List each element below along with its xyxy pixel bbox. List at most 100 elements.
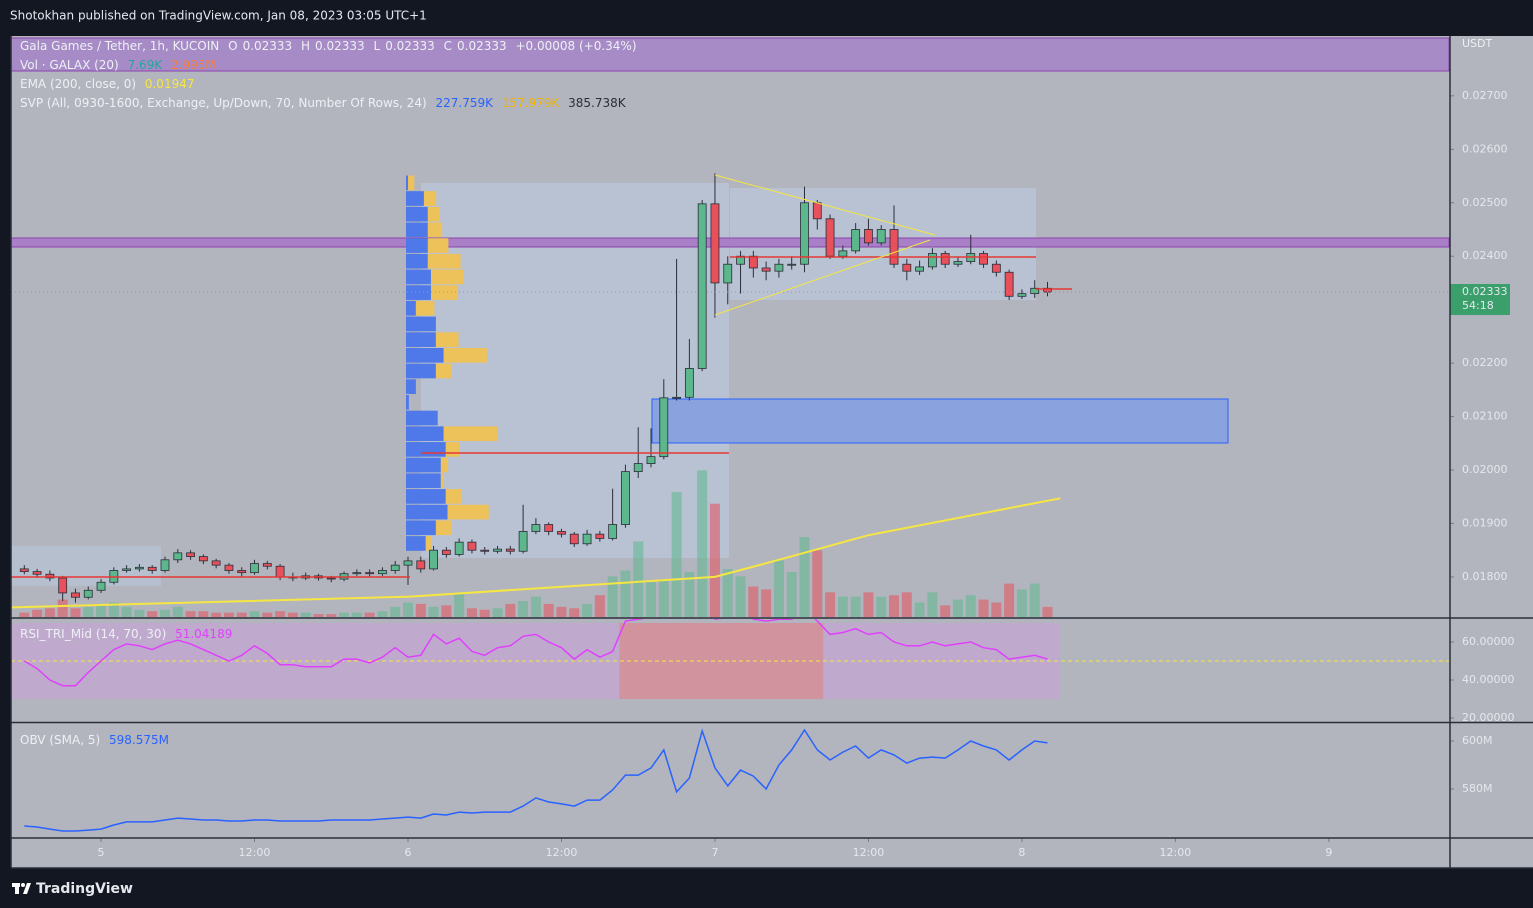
legend-obv: OBV (SMA, 5) 598.575M [20,733,174,747]
candle-body [672,396,681,399]
volume-bar [351,612,362,617]
candle-body [1030,287,1040,295]
readout-label: H [301,39,311,53]
volume-bar [390,606,401,617]
candle-body [697,203,707,369]
candle-body [761,267,771,272]
profile-down [427,253,461,269]
label: Vol · GALAX (20) [20,58,119,72]
readout-value: 0.02333 [242,39,293,53]
profile-down [430,285,458,300]
volume-bar [607,576,618,617]
volume-bar [709,503,720,617]
y-tick-label: 0.02100 [1462,410,1508,423]
profile-down [435,520,452,536]
volume-bar [825,592,836,617]
readout: 2.995M [171,58,216,72]
candle-body [876,229,886,244]
profile-down [430,269,464,285]
candle-body [493,548,502,552]
candle-body [326,577,336,580]
profile-up [406,457,441,473]
candle-body [365,572,375,575]
legend-symbol: Gala Games / Tether, 1h, KUCOIN O 0.02333… [20,39,642,53]
volume-bar [697,470,708,617]
volume-bar [466,608,477,617]
logo [12,883,31,894]
candle-body [825,218,835,257]
profile-down [427,238,449,253]
profile-up [406,285,431,300]
candle-body [135,566,144,570]
price-badge [1450,284,1510,316]
volume-bar [147,611,158,617]
candle-body [940,253,950,265]
readout-value: 0.02333 [457,39,507,53]
candle-body [403,560,413,566]
candle-body [45,573,55,579]
volume-bar [505,603,516,617]
legend-svp: SVP (All, 0930-1600, Exchange, Up/Down, … [20,96,631,110]
profile-down [447,504,489,520]
candle-body [646,456,656,464]
candle-body [557,531,566,535]
profile-up [406,504,448,520]
candle-body [748,255,758,269]
profile-down [415,300,435,316]
volume-bar [978,599,989,617]
volume-bar [927,592,938,617]
last-price-label: 0.02333 [1462,285,1508,298]
profile-up [406,473,441,489]
x-tick-label: 7 [711,846,718,859]
volume-bar [722,569,733,617]
brand: TradingView [36,881,133,897]
y-tick-label: 0.02200 [1462,356,1508,369]
volume-bar [1016,589,1027,617]
readout-label: O [228,39,238,53]
volume-bar [594,595,605,617]
profile-up [406,520,436,536]
candle-body [800,202,809,265]
candle-body [889,229,899,265]
profile-down [445,442,460,457]
candle-body [864,229,873,244]
profile-up [406,536,426,551]
resistance-zone [10,237,1450,248]
y-tick-label: 60.00000 [1462,635,1515,648]
profile-up [406,222,428,238]
profile-up [406,332,436,347]
profile-box [11,546,161,586]
candle-body [237,570,247,574]
countdown: 54:18 [1462,299,1494,312]
label: RSI_TRI_Mid (14, 70, 30) [20,627,167,641]
volume-bar [441,605,452,617]
y-tick-label: 0.02700 [1462,89,1508,102]
candle-body [531,524,541,532]
volume-bar [159,609,170,617]
candle-body [250,563,259,574]
y-tick-label: 0.02000 [1462,463,1508,476]
candle-body [544,524,554,532]
readout: 51.04189 [175,627,233,641]
volume-bar [633,541,644,617]
candle-body [838,250,848,257]
profile-down [425,536,431,551]
profile-up [406,238,428,253]
x-tick-label: 9 [1325,846,1332,859]
x-tick-label: 5 [98,846,105,859]
y-tick-label: 0.02600 [1462,142,1508,155]
candle-body [147,566,157,571]
candle-body [211,560,221,566]
volume-bar [850,596,861,617]
candle-body [608,524,618,539]
candle-body [160,559,170,571]
volume-bar [70,608,81,617]
volume-bar [83,606,94,617]
candle-body [927,253,937,268]
volume-bar [19,612,30,617]
volume-bar [185,611,196,617]
candle-body [582,533,592,545]
profile-up [406,442,446,457]
ema-line [11,497,1061,609]
